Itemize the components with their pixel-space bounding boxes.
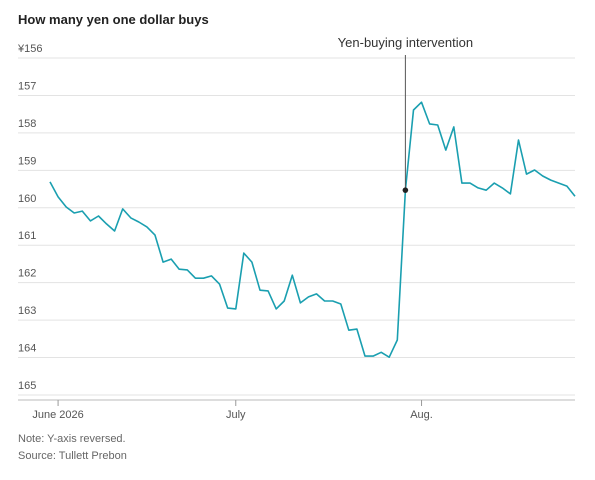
line	[49, 101, 576, 358]
annotation-point	[402, 187, 409, 193]
x-tick-label: July	[226, 409, 246, 421]
source: Source: Tullett Prebon	[18, 450, 127, 462]
y-tick-label: ¥156	[17, 43, 42, 55]
y-tick-label: 159	[18, 155, 36, 167]
y-tick-label: 160	[18, 193, 36, 205]
chart-title: How many yen one dollar buys	[18, 12, 209, 27]
y-tick-label: 161	[18, 230, 36, 242]
y-tick-label: 162	[18, 268, 36, 280]
y-tick-label: 164	[18, 343, 36, 355]
note: Note: Y-axis reversed.	[18, 433, 126, 445]
y-tick-label: 157	[18, 80, 36, 92]
y-tick-label: 158	[18, 118, 36, 130]
annotation: Yen-buying intervention	[338, 35, 473, 50]
y-tick-label: 163	[18, 305, 36, 317]
y-tick-label: 165	[18, 380, 36, 392]
x-tick-label: June 2026	[32, 409, 83, 421]
x-tick-label: Aug.	[410, 409, 433, 421]
